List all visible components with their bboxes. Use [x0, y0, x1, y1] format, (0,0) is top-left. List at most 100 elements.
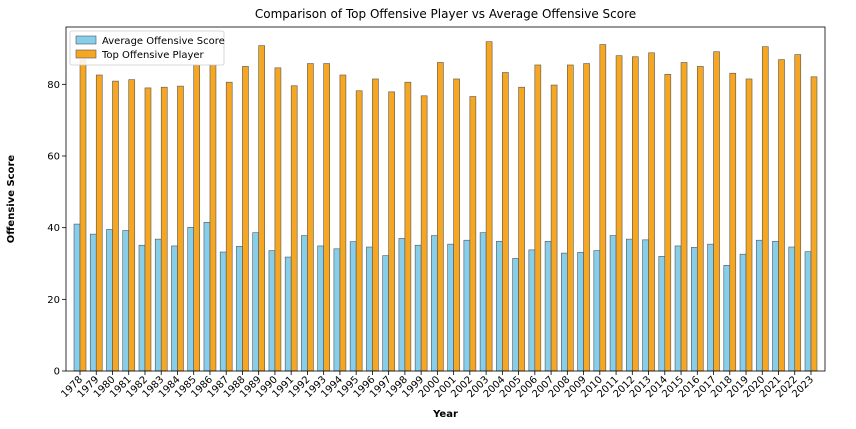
- bar-top-2004: [502, 72, 509, 372]
- bar-top-1990: [274, 67, 282, 372]
- bar-average-2003: [479, 232, 487, 372]
- bar-top-2021: [778, 59, 785, 372]
- bar-top-2015: [680, 62, 688, 372]
- bar-average-2022: [788, 246, 796, 372]
- bar-average-1980: [106, 229, 113, 372]
- x-axis-label: Year: [432, 409, 458, 420]
- bar-average-2006: [528, 249, 536, 372]
- plot-frame: [65, 26, 826, 372]
- bar-average-1994: [333, 248, 341, 372]
- bar-average-2014: [658, 256, 666, 372]
- y-tick-label: 60: [47, 152, 60, 163]
- bar-top-1998: [404, 81, 412, 372]
- bar-average-2015: [674, 245, 682, 372]
- bar-top-2009: [583, 63, 590, 372]
- bar-top-2017: [713, 51, 720, 372]
- bar-top-2011: [615, 55, 623, 372]
- bar-average-2000: [431, 235, 438, 372]
- bar-top-1987: [225, 81, 233, 372]
- chart-title: Comparison of Top Offensive Player vs Av…: [255, 7, 636, 21]
- legend-label-average: Average Offensive Score: [102, 36, 225, 47]
- bar-top-1995: [355, 90, 363, 372]
- legend-swatch-top: [75, 49, 97, 59]
- bar-top-2022: [794, 54, 802, 372]
- bar-top-1982: [144, 87, 152, 372]
- bar-top-1984: [177, 85, 184, 372]
- bar-average-1981: [122, 230, 130, 372]
- bar-average-1999: [414, 244, 422, 372]
- y-axis-label: Offensive Score: [6, 155, 17, 244]
- bar-average-2023: [804, 251, 812, 372]
- bar-top-2003: [485, 41, 493, 372]
- bar-average-2001: [447, 243, 454, 372]
- bar-average-2008: [561, 252, 568, 372]
- bar-top-1997: [388, 91, 395, 372]
- bar-average-1996: [366, 246, 373, 372]
- bar-top-2002: [469, 96, 477, 372]
- bar-average-2017: [707, 243, 714, 372]
- bar-top-1996: [372, 78, 379, 372]
- bar-top-2020: [761, 46, 769, 372]
- bar-top-1991: [290, 85, 298, 372]
- bar-top-1980: [112, 80, 119, 372]
- bar-average-1979: [89, 233, 97, 372]
- bar-top-1985: [193, 64, 201, 372]
- bar-average-1995: [349, 241, 357, 372]
- bar-average-1990: [268, 250, 276, 372]
- bar-top-1978: [79, 59, 87, 372]
- bar-top-2019: [745, 78, 753, 372]
- bar-average-1986: [203, 221, 211, 372]
- bar-average-2016: [690, 247, 698, 372]
- bar-top-2007: [550, 84, 558, 372]
- legend-box: [69, 30, 225, 66]
- bar-top-1979: [95, 74, 103, 372]
- bar-top-1989: [258, 45, 265, 372]
- bar-top-2012: [632, 56, 639, 372]
- bar-average-2004: [496, 240, 503, 372]
- bar-top-2014: [664, 74, 672, 372]
- bar-top-2016: [696, 66, 704, 372]
- bar-top-1988: [242, 66, 249, 372]
- bar-top-2005: [518, 86, 525, 372]
- bar-top-2000: [437, 62, 444, 372]
- bar-average-2002: [463, 239, 471, 372]
- bar-average-2019: [739, 253, 747, 372]
- bar-top-2006: [534, 64, 542, 372]
- bar-top-1983: [160, 86, 168, 372]
- legend-swatch-average: [75, 35, 97, 45]
- plot-area: 1978197919801981198219831984198519861987…: [47, 26, 826, 400]
- legend: Average Offensive Score Top Offensive Pla…: [69, 30, 225, 66]
- bar-top-2010: [599, 44, 607, 372]
- bar-average-1988: [236, 246, 243, 372]
- bar-top-1986: [209, 64, 217, 372]
- bar-average-1991: [284, 256, 292, 372]
- bar-average-1993: [317, 245, 324, 372]
- bar-average-2005: [512, 258, 519, 372]
- bar-average-1985: [187, 227, 195, 372]
- bar-average-2012: [626, 238, 633, 372]
- bar-top-2023: [810, 76, 818, 372]
- y-tick-label: 0: [54, 367, 60, 378]
- y-tick-label: 80: [47, 80, 60, 91]
- bar-average-1987: [219, 251, 227, 372]
- bar-top-2008: [567, 64, 574, 372]
- bar-top-1993: [323, 63, 330, 372]
- bar-average-1998: [398, 238, 406, 372]
- y-tick-label: 20: [47, 295, 60, 306]
- bar-top-1994: [339, 74, 347, 372]
- y-tick-label: 40: [47, 223, 60, 234]
- bar-top-1999: [420, 95, 428, 372]
- legend-label-top: Top Offensive Player: [101, 50, 205, 61]
- bar-average-1982: [138, 244, 146, 372]
- bar-average-1992: [301, 235, 308, 372]
- bar-top-2001: [453, 78, 460, 372]
- bar-top-1981: [128, 79, 136, 372]
- bar-average-1989: [252, 232, 259, 372]
- bar-average-2011: [609, 235, 617, 372]
- bar-average-2020: [755, 239, 763, 372]
- bar-top-2018: [729, 72, 737, 372]
- bar-average-2021: [772, 240, 779, 372]
- bar-average-2010: [593, 250, 601, 372]
- bar-average-1997: [382, 255, 389, 372]
